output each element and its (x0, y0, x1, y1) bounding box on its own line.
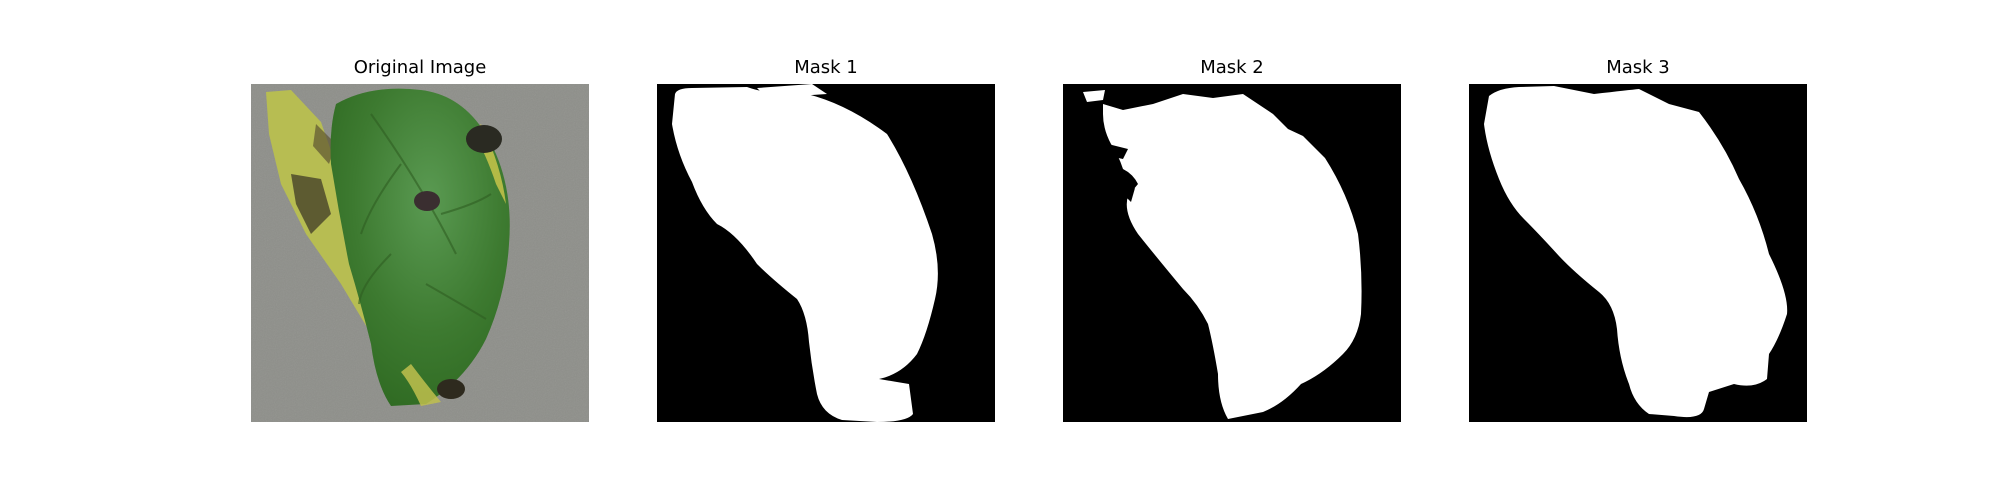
mask-2-image (1063, 84, 1401, 422)
mask-3-image (1469, 84, 1807, 422)
panel-title-mask-3: Mask 3 (1606, 57, 1670, 78)
panel-title-mask-2: Mask 2 (1200, 57, 1264, 78)
panel-title-mask-1: Mask 1 (794, 57, 858, 78)
panel-title-original: Original Image (353, 57, 487, 78)
mask-2-panel (1063, 84, 1401, 422)
mask-1-image (657, 84, 995, 422)
leaf-photo (251, 84, 589, 422)
mask-3-panel (1469, 84, 1807, 422)
original-image-panel (251, 84, 589, 422)
mask-1-panel (657, 84, 995, 422)
